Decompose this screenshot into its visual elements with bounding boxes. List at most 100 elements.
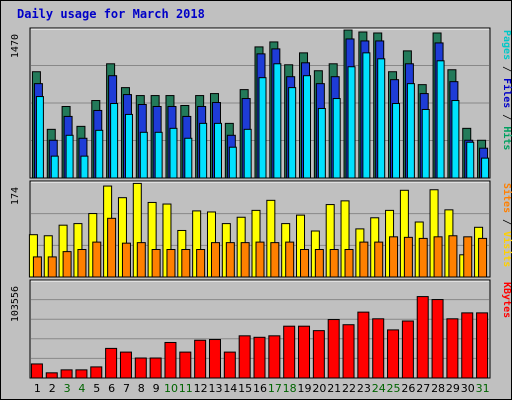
bottom-bar-kbytes-day-23	[357, 311, 370, 379]
x-tick-label-day-17: 17	[268, 382, 282, 395]
bottom-bar-kbytes-day-1	[30, 363, 43, 379]
top-legend-separator: /	[501, 108, 512, 126]
x-tick-label-day-29: 29	[446, 382, 460, 395]
top-bar-pages-day-8	[139, 131, 148, 179]
middle-bar-sites-day-5	[92, 241, 102, 278]
bottom-legend-kbytes: KBytes	[501, 282, 512, 318]
top-bar-pages-day-13	[213, 122, 222, 179]
middle-bar-sites-day-28	[433, 236, 443, 278]
x-tick-label-day-13: 13	[208, 382, 222, 395]
middle-bar-sites-day-9	[151, 249, 161, 278]
middle-bar-sites-day-17	[270, 242, 280, 278]
top-legend-files: Files	[501, 78, 512, 108]
top-legend-hits: Hits	[501, 126, 512, 150]
middle-bar-sites-day-29	[448, 235, 458, 278]
middle-legend-separator: /	[501, 213, 512, 231]
top-ymax-label: 1470	[10, 34, 21, 58]
bottom-bar-kbytes-day-12	[194, 339, 207, 379]
top-bar-pages-day-16	[258, 77, 267, 179]
bottom-bar-kbytes-day-19	[298, 325, 311, 379]
top-legend-labels: Pages / Files / Hits	[501, 30, 512, 150]
x-tick-label-day-22: 22	[342, 382, 356, 395]
bottom-bar-kbytes-day-5	[90, 366, 103, 379]
bottom-bar-kbytes-day-6	[105, 347, 118, 379]
x-tick-label-day-4: 4	[78, 382, 85, 395]
bottom-bar-kbytes-day-9	[149, 357, 162, 379]
top-bar-pages-day-23	[362, 52, 371, 179]
middle-bar-sites-day-27	[418, 237, 428, 278]
bottom-bar-kbytes-day-24	[372, 318, 385, 379]
x-tick-label-day-6: 6	[108, 382, 115, 395]
bottom-bar-kbytes-day-18	[283, 325, 296, 379]
middle-bar-sites-day-16	[255, 241, 265, 278]
bottom-bar-kbytes-day-26	[401, 320, 414, 379]
middle-bar-sites-day-6	[107, 217, 117, 278]
middle-legend-visits: Visits	[501, 231, 512, 267]
bottom-bar-kbytes-day-17	[268, 335, 281, 379]
x-tick-label-day-18: 18	[283, 382, 297, 395]
x-tick-label-day-21: 21	[327, 382, 341, 395]
bottom-bar-kbytes-day-29	[446, 318, 459, 379]
x-tick-label-day-27: 27	[416, 382, 430, 395]
top-bar-pages-day-31	[481, 157, 490, 179]
bottom-bar-kbytes-day-30	[461, 312, 474, 379]
top-bar-pages-day-29	[451, 100, 460, 179]
x-tick-label-day-12: 12	[194, 382, 208, 395]
x-tick-label-day-15: 15	[238, 382, 252, 395]
top-bar-pages-day-4	[80, 155, 89, 179]
middle-bar-sites-day-24	[374, 241, 384, 278]
middle-bar-sites-day-10	[166, 249, 176, 278]
x-tick-label-day-30: 30	[461, 382, 475, 395]
bottom-bar-kbytes-day-4	[75, 369, 88, 379]
x-tick-label-day-20: 20	[312, 382, 326, 395]
x-tick-label-day-1: 1	[34, 382, 41, 395]
bottom-bar-kbytes-day-28	[431, 299, 444, 379]
middle-bar-sites-day-19	[300, 249, 310, 278]
top-bar-pages-day-9	[154, 131, 163, 179]
middle-bar-sites-day-11	[181, 249, 191, 278]
middle-bar-sites-day-30	[463, 236, 473, 278]
top-bar-pages-day-25	[392, 103, 401, 179]
x-tick-label-day-11: 11	[179, 382, 193, 395]
top-bar-pages-day-6	[110, 103, 119, 179]
top-bar-pages-day-14	[228, 146, 237, 179]
middle-legend-labels: Sites / Visits	[501, 183, 512, 267]
bottom-bar-kbytes-day-2	[45, 372, 58, 379]
bottom-bar-kbytes-day-10	[164, 341, 177, 379]
x-tick-label-day-5: 5	[93, 382, 100, 395]
x-tick-label-day-26: 26	[401, 382, 415, 395]
x-tick-label-day-19: 19	[298, 382, 312, 395]
bottom-bar-kbytes-day-27	[416, 296, 429, 379]
top-bar-pages-day-10	[169, 127, 178, 179]
top-bar-pages-day-18	[288, 87, 297, 179]
top-legend-pages: Pages	[501, 30, 512, 60]
top-bar-pages-day-26	[406, 83, 415, 179]
bottom-bar-kbytes-day-13	[208, 339, 221, 379]
middle-bar-sites-day-13	[210, 242, 220, 278]
top-bar-pages-day-21	[332, 98, 341, 179]
middle-bar-sites-day-12	[196, 249, 206, 278]
bottom-ymax-label: 103556	[10, 286, 21, 322]
bottom-bar-kbytes-day-14	[223, 351, 236, 379]
top-bar-pages-day-5	[95, 129, 104, 179]
top-bar-pages-day-19	[303, 75, 312, 179]
middle-bar-sites-day-8	[136, 242, 146, 278]
x-tick-label-day-3: 3	[64, 382, 71, 395]
x-tick-label-day-25: 25	[387, 382, 401, 395]
bottom-bar-kbytes-day-16	[253, 336, 266, 379]
bottom-bar-kbytes-day-25	[387, 329, 400, 379]
x-tick-label-day-24: 24	[372, 382, 386, 395]
x-tick-label-day-23: 23	[357, 382, 371, 395]
top-bar-pages-day-15	[243, 128, 252, 179]
top-bar-pages-day-30	[466, 141, 475, 179]
x-tick-label-day-10: 10	[164, 382, 178, 395]
bottom-legend-labels: KBytes	[501, 282, 512, 318]
chart-title: Daily usage for March 2018	[17, 7, 205, 21]
bottom-bar-kbytes-day-3	[60, 369, 73, 379]
middle-bar-sites-day-21	[329, 249, 339, 278]
x-tick-label-day-9: 9	[153, 382, 160, 395]
top-bar-pages-day-7	[124, 113, 133, 179]
top-bar-pages-day-2	[50, 155, 59, 179]
middle-bar-sites-day-31	[478, 237, 488, 278]
